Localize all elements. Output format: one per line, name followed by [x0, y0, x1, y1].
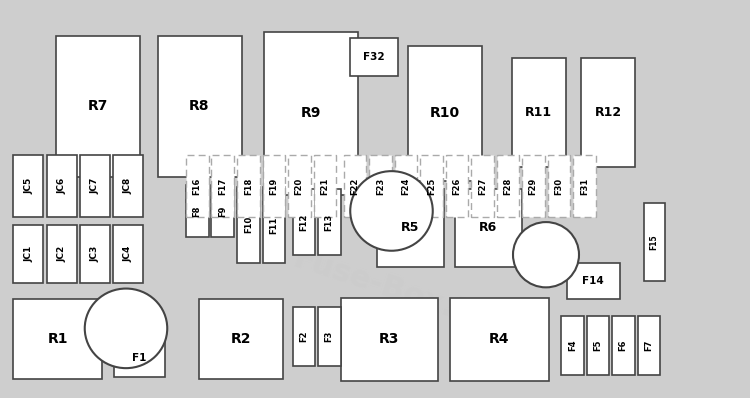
Bar	[262, 187, 285, 263]
Bar	[573, 155, 596, 217]
Bar	[158, 36, 242, 177]
Bar	[199, 299, 283, 379]
Text: F30: F30	[554, 178, 563, 195]
Bar	[567, 263, 620, 298]
Bar	[344, 155, 366, 217]
Bar	[561, 316, 584, 375]
Bar	[314, 155, 336, 217]
Text: F21: F21	[320, 178, 329, 195]
Bar	[450, 298, 549, 381]
Text: R7: R7	[88, 100, 109, 113]
Bar	[581, 58, 635, 167]
Bar	[644, 203, 664, 281]
Text: JC6: JC6	[57, 178, 66, 194]
Bar	[586, 316, 609, 375]
Text: R10: R10	[430, 106, 460, 121]
Text: F9: F9	[218, 205, 227, 217]
Text: F8: F8	[193, 205, 202, 217]
Bar	[13, 155, 44, 217]
Bar	[56, 36, 140, 177]
Text: JC5: JC5	[24, 178, 33, 194]
Bar	[292, 307, 315, 366]
Bar	[454, 189, 522, 267]
Text: JC2: JC2	[57, 246, 66, 262]
Bar	[376, 189, 444, 267]
Bar	[638, 316, 660, 375]
Bar	[612, 316, 634, 375]
Bar	[446, 155, 468, 217]
Bar	[340, 298, 438, 381]
Text: F13: F13	[325, 213, 334, 230]
Text: F24: F24	[401, 178, 410, 195]
Text: F5: F5	[593, 340, 602, 351]
Bar	[548, 155, 570, 217]
Text: F12: F12	[299, 213, 308, 230]
Bar	[186, 185, 209, 237]
Ellipse shape	[85, 289, 167, 368]
Text: F18: F18	[244, 178, 253, 195]
Bar	[420, 155, 442, 217]
Ellipse shape	[513, 222, 579, 287]
Text: F29: F29	[529, 178, 538, 195]
Bar	[80, 225, 110, 283]
Bar	[237, 155, 260, 217]
Bar	[496, 155, 519, 217]
Bar	[211, 155, 234, 217]
Text: R9: R9	[301, 106, 321, 121]
Ellipse shape	[350, 171, 433, 251]
Bar	[512, 58, 566, 167]
Text: F19: F19	[269, 178, 278, 195]
Text: F25: F25	[427, 178, 436, 195]
Bar	[46, 225, 76, 283]
Text: R8: R8	[189, 100, 210, 113]
Text: F16: F16	[193, 178, 202, 195]
Bar	[369, 155, 392, 217]
Bar	[13, 299, 102, 379]
Text: JC8: JC8	[123, 178, 132, 194]
Bar	[186, 155, 209, 217]
Bar	[264, 32, 358, 195]
Bar	[292, 189, 315, 255]
Bar	[471, 155, 494, 217]
Text: F3: F3	[325, 331, 334, 342]
Bar	[350, 38, 398, 76]
Text: F23: F23	[376, 178, 385, 195]
Text: F6: F6	[619, 340, 628, 351]
Text: R3: R3	[379, 332, 400, 347]
Bar	[522, 155, 544, 217]
Bar	[408, 46, 482, 181]
Text: JC1: JC1	[24, 246, 33, 262]
Bar	[394, 155, 417, 217]
Text: F14: F14	[582, 275, 604, 286]
Text: F26: F26	[452, 178, 461, 195]
Text: F15: F15	[650, 234, 658, 250]
Bar	[318, 307, 340, 366]
Text: F32: F32	[363, 52, 385, 62]
Text: JC4: JC4	[123, 246, 132, 262]
Text: F11: F11	[269, 216, 278, 234]
Text: F17: F17	[218, 178, 227, 195]
Text: F20: F20	[295, 178, 304, 195]
Bar	[46, 155, 76, 217]
Text: F10: F10	[244, 216, 253, 234]
Text: F1: F1	[132, 353, 147, 363]
Text: R11: R11	[525, 106, 552, 119]
Text: R2: R2	[230, 332, 251, 346]
Text: R4: R4	[489, 332, 510, 347]
Bar	[80, 155, 110, 217]
Bar	[112, 155, 142, 217]
Text: F22: F22	[350, 178, 359, 195]
Bar	[114, 339, 165, 377]
Bar	[262, 155, 285, 217]
Text: F27: F27	[478, 178, 487, 195]
Text: F28: F28	[503, 178, 512, 195]
Text: F4: F4	[568, 340, 577, 351]
Bar	[237, 187, 260, 263]
Bar	[13, 225, 44, 283]
Text: F7: F7	[644, 340, 653, 351]
Text: R6: R6	[479, 221, 497, 234]
Text: JC7: JC7	[90, 178, 99, 194]
Bar	[318, 189, 340, 255]
Bar	[211, 185, 234, 237]
